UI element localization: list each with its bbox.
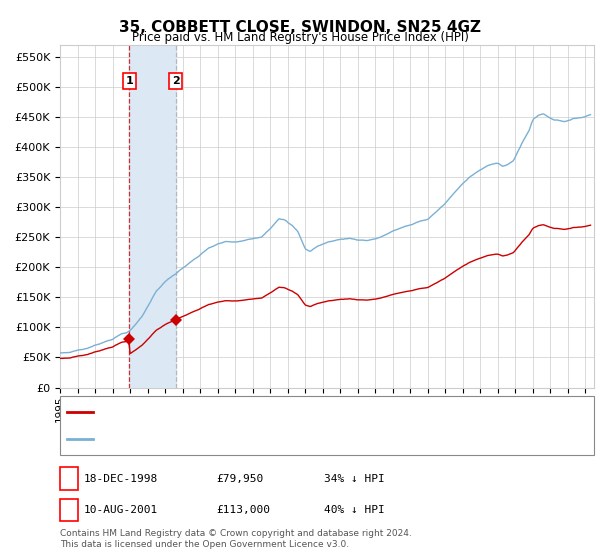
Text: £113,000: £113,000 [216,505,270,515]
Text: 40% ↓ HPI: 40% ↓ HPI [324,505,385,515]
Text: 35, COBBETT CLOSE, SWINDON, SN25 4GZ: 35, COBBETT CLOSE, SWINDON, SN25 4GZ [119,20,481,35]
Text: 18-DEC-1998: 18-DEC-1998 [84,474,158,484]
Bar [130,45,176,388]
Text: £79,950: £79,950 [216,474,263,484]
Text: 34% ↓ HPI: 34% ↓ HPI [324,474,385,484]
Text: 2: 2 [65,505,73,515]
Text: 35, COBBETT CLOSE, SWINDON, SN25 4GZ (detached house): 35, COBBETT CLOSE, SWINDON, SN25 4GZ (de… [99,407,418,417]
Text: 10-AUG-2001: 10-AUG-2001 [84,505,158,515]
Text: 1: 1 [65,474,73,484]
Text: HPI: Average price, detached house, Swindon: HPI: Average price, detached house, Swin… [99,433,336,444]
Text: 2: 2 [172,76,179,86]
Text: Price paid vs. HM Land Registry's House Price Index (HPI): Price paid vs. HM Land Registry's House … [131,31,469,44]
Text: 1: 1 [125,76,133,86]
Text: Contains HM Land Registry data © Crown copyright and database right 2024.
This d: Contains HM Land Registry data © Crown c… [60,529,412,549]
